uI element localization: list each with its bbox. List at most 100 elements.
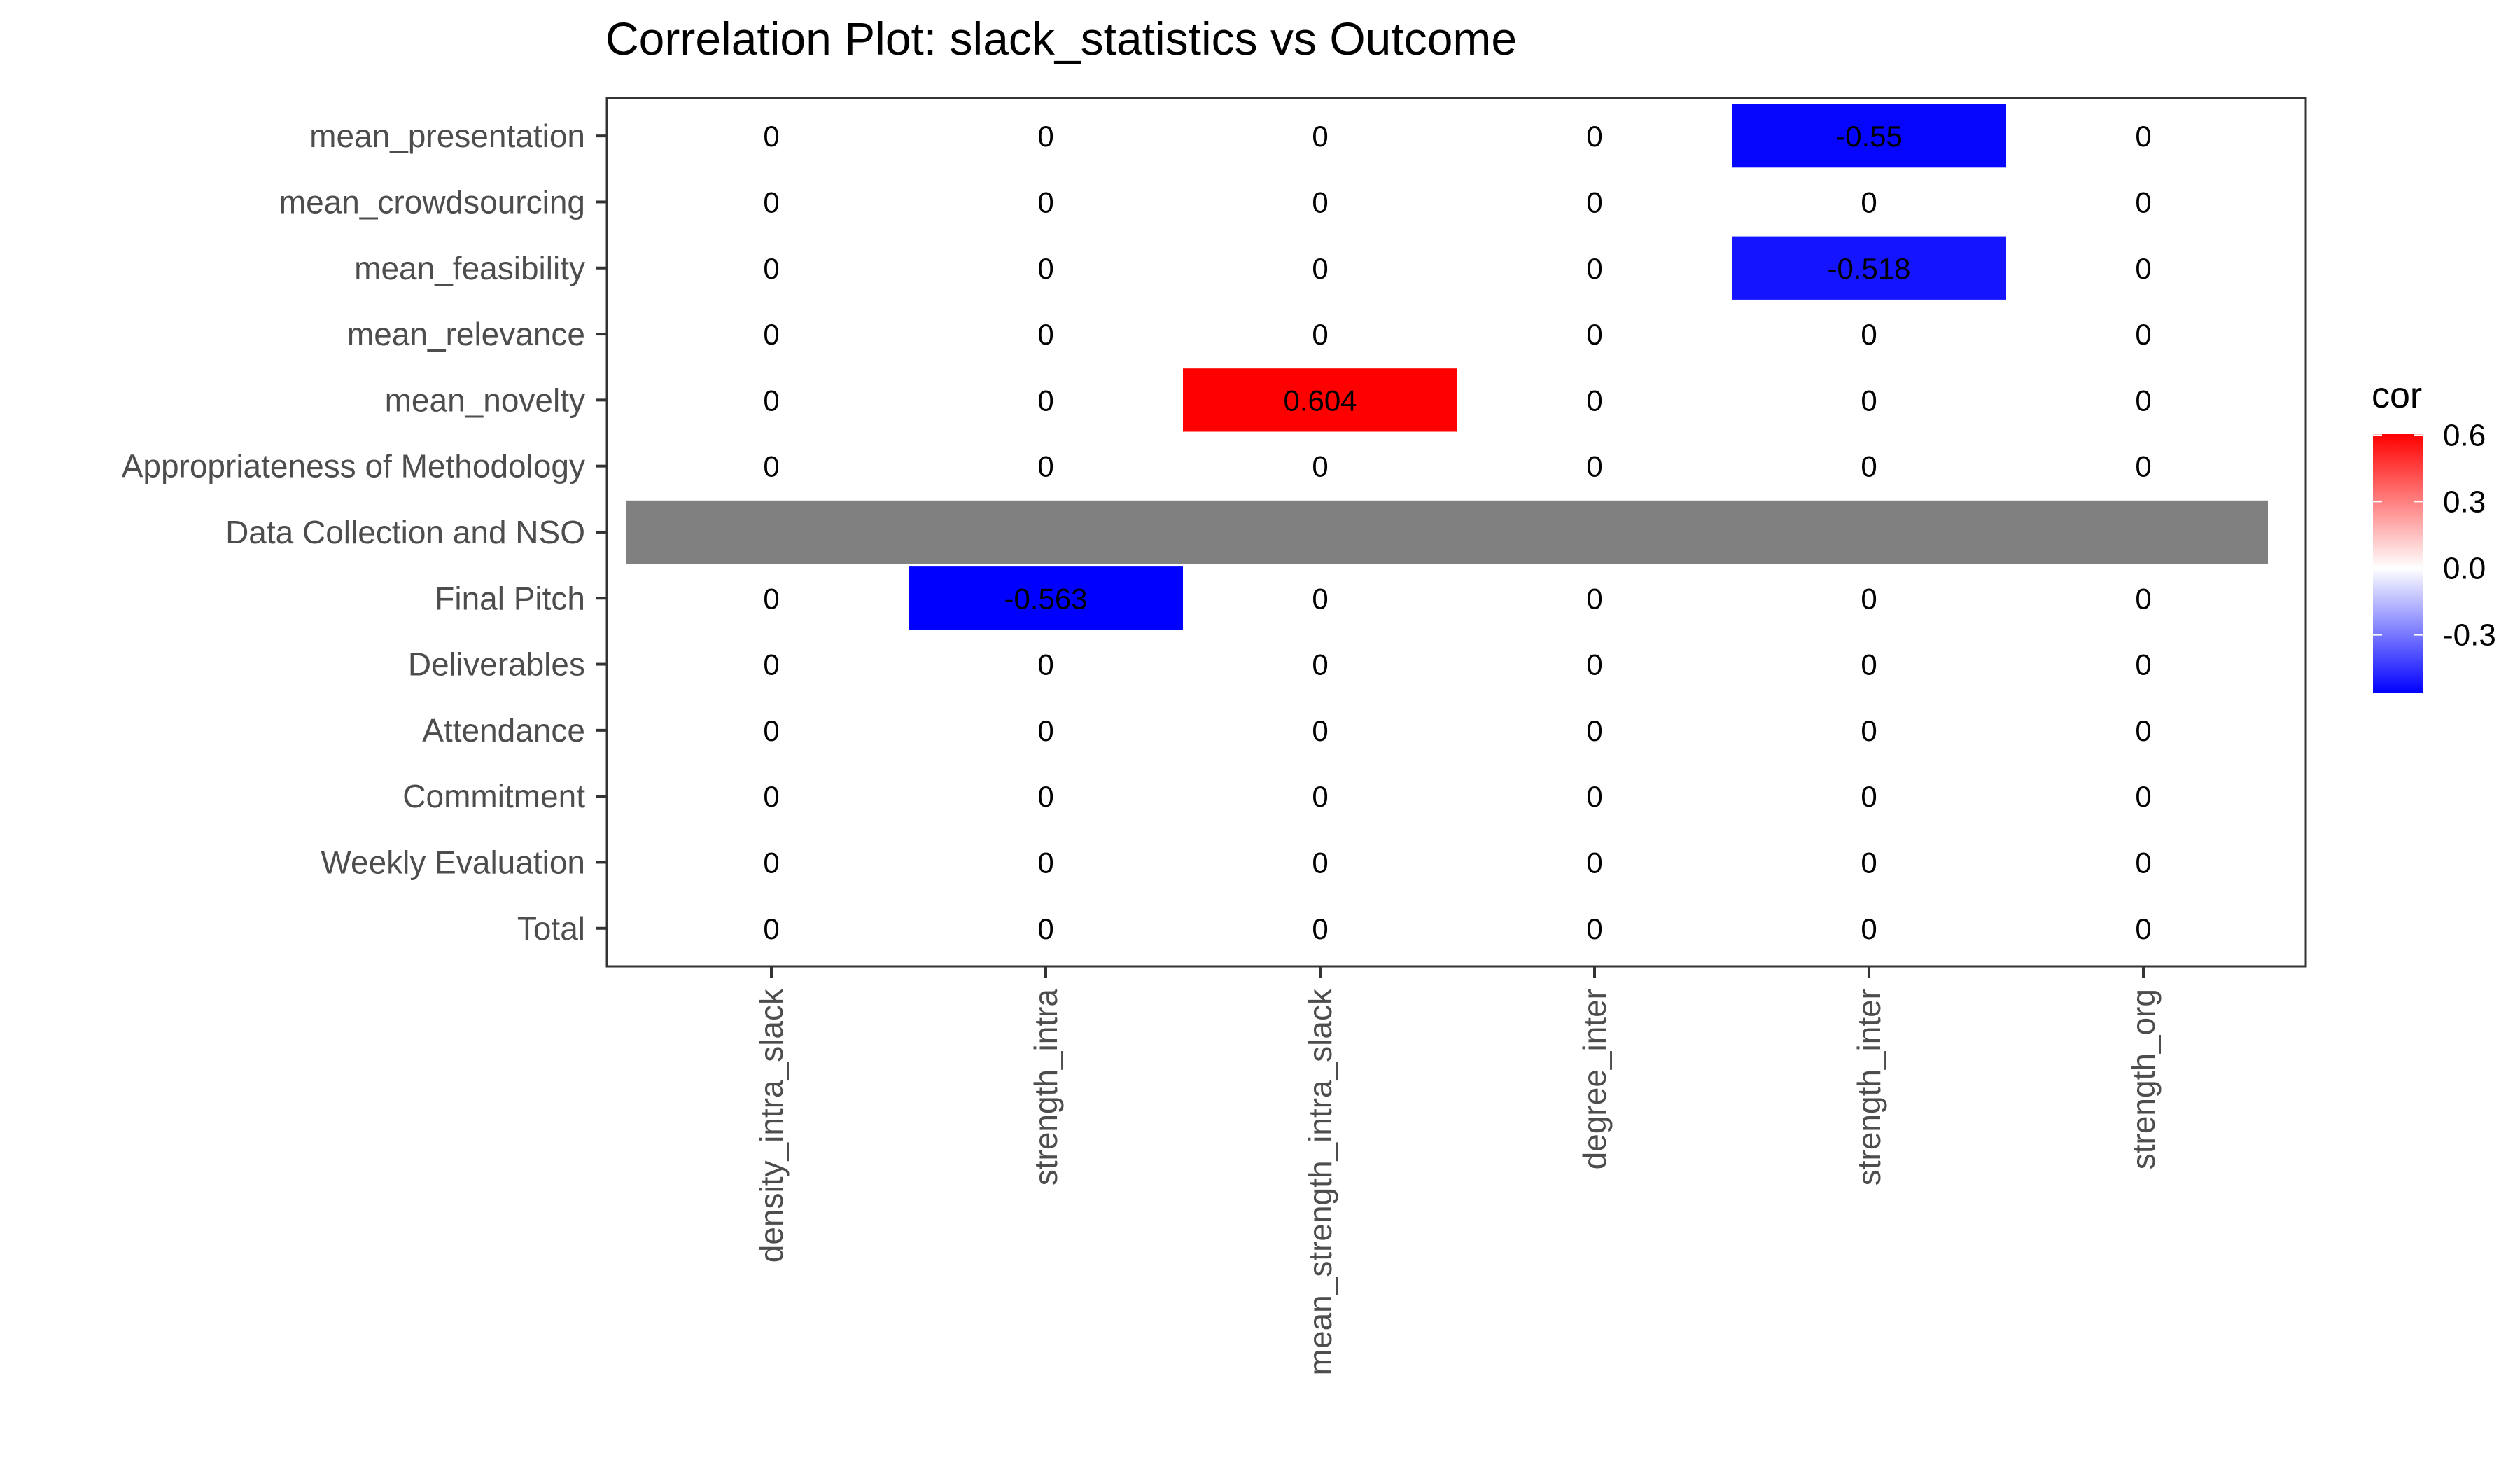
- cell-value-label: 0: [2135, 384, 2151, 417]
- cell-value-label: 0: [1586, 186, 1602, 218]
- cell-value-label: 0: [763, 318, 779, 351]
- cell-value-label: 0: [1586, 714, 1602, 747]
- legend-title: cor: [2372, 375, 2422, 416]
- legend: cor 0.6 0.3 0.0 -0.3: [2372, 375, 2496, 693]
- cell-value-label: 0: [1037, 912, 1054, 945]
- cell-value-label: 0: [1586, 780, 1602, 813]
- cell-value-label: 0: [763, 780, 779, 813]
- x-tick-label-strength-org: strength_org: [2125, 989, 2162, 1169]
- cell-value-label: 0: [2135, 318, 2151, 351]
- heatmap-cell-mean-feasibility-strength-inter: [1732, 236, 2006, 300]
- cell-value-label: 0: [763, 582, 779, 615]
- y-tick-label-data-collection-and-nso: Data Collection and NSO: [225, 514, 585, 550]
- y-tick-label-mean-novelty: mean_novelty: [385, 382, 585, 418]
- legend-tick-label: 0.6: [2443, 418, 2486, 452]
- cell-value-label: 0: [1312, 120, 1328, 153]
- y-tick-label-mean-crowdsourcing: mean_crowdsourcing: [279, 183, 585, 220]
- legend-tick-label: 0.0: [2443, 551, 2486, 585]
- cell-value-label: 0: [1861, 186, 1877, 218]
- cell-value-label: 0: [1312, 846, 1328, 879]
- chart-title: Correlation Plot: slack_statistics vs Ou…: [606, 13, 1517, 64]
- cell-value-label: 0: [763, 120, 779, 153]
- cell-value-label: 0: [763, 186, 779, 218]
- cell-value-label: 0: [1312, 780, 1328, 813]
- cell-value-label: 0: [763, 648, 779, 681]
- legend-colorbar: [2373, 434, 2423, 693]
- cell-value-label: 0: [2135, 120, 2151, 153]
- cell-value-label: 0: [1037, 450, 1054, 483]
- x-tick-label-mean-strength-intra-slack: mean_strength_intra_slack: [1302, 988, 1338, 1375]
- cell-value-label: 0: [2135, 846, 2151, 879]
- cell-value-label: 0: [1586, 252, 1602, 285]
- y-tick-label-attendance: Attendance: [422, 712, 585, 749]
- cell-value-label: 0: [2135, 186, 2151, 218]
- cell-value-label: 0: [1586, 318, 1602, 351]
- cell-value-label: 0: [1861, 912, 1877, 945]
- x-tick-label-density-intra-slack: density_intra_slack: [753, 988, 790, 1263]
- legend-tick-label: 0.3: [2443, 485, 2486, 519]
- x-tick-label-strength-inter: strength_inter: [1851, 989, 1887, 1186]
- cell-value-label: -0.563: [1004, 582, 1087, 615]
- cell-value-label: 0: [2135, 252, 2151, 285]
- cell-value-label: 0: [1586, 384, 1602, 417]
- heatmap-cell-mean-presentation-strength-inter: [1732, 104, 2006, 168]
- heatmap-cell-mean-novelty-mean-strength-intra-slack: [1183, 368, 1457, 432]
- legend-tick-label: -0.3: [2443, 618, 2496, 653]
- cell-value-label: 0: [1037, 714, 1054, 747]
- cell-value-label: 0: [1312, 318, 1328, 351]
- cell-value-label: 0: [1312, 714, 1328, 747]
- cell-value-label: 0: [1586, 648, 1602, 681]
- y-axis: mean_presentation mean_crowdsourcing mean_…: [122, 118, 607, 947]
- cell-value-label: 0: [763, 846, 779, 879]
- cell-value-label: 0: [2135, 582, 2151, 615]
- cell-value-label: 0: [2135, 780, 2151, 813]
- cell-value-label: 0: [2135, 648, 2151, 681]
- cell-value-label: 0: [1037, 384, 1054, 417]
- cell-value-label: 0: [763, 714, 779, 747]
- cell-value-label: 0: [1586, 582, 1602, 615]
- heatmap-cell-na-row-data-collection-and-nso: [626, 500, 2268, 564]
- y-tick-label-total: Total: [517, 910, 585, 947]
- cell-value-label: 0: [1861, 384, 1877, 417]
- cell-value-label: 0: [1861, 780, 1877, 813]
- cell-value-label: 0: [1861, 318, 1877, 351]
- cell-value-label: 0: [1037, 648, 1054, 681]
- cell-value-label: 0: [2135, 714, 2151, 747]
- cell-value-label: 0.604: [1283, 384, 1357, 417]
- cell-value-label: 0: [1037, 120, 1054, 153]
- x-tick-label-degree-inter: degree_inter: [1576, 989, 1613, 1169]
- cell-value-label: 0: [2135, 450, 2151, 483]
- cell-value-label: 0: [1037, 186, 1054, 218]
- cell-value-label: 0: [1037, 252, 1054, 285]
- heatmap-cell-final-pitch-strength-intra: [909, 566, 1183, 630]
- y-tick-label-final-pitch: Final Pitch: [435, 580, 585, 616]
- cell-value-label: 0: [1312, 648, 1328, 681]
- cell-value-label: 0: [763, 384, 779, 417]
- cell-value-label: 0: [1037, 780, 1054, 813]
- cell-value-label: 0: [1861, 846, 1877, 879]
- x-axis: density_intra_slack strength_intra mean_st…: [753, 966, 2162, 1375]
- cell-value-label: 0: [1586, 912, 1602, 945]
- cell-value-label: -0.55: [1835, 120, 1903, 153]
- cell-value-label: 0: [763, 450, 779, 483]
- y-tick-label-deliverables: Deliverables: [408, 646, 585, 683]
- cell-value-label: 0: [763, 252, 779, 285]
- cell-value-label: 0: [2135, 912, 2151, 945]
- cell-value-label: 0: [1312, 582, 1328, 615]
- cell-value-label: 0: [1312, 186, 1328, 218]
- cell-value-label: 0: [1586, 120, 1602, 153]
- y-tick-label-mean-presentation: mean_presentation: [309, 118, 585, 154]
- x-tick-label-strength-intra: strength_intra: [1028, 989, 1064, 1186]
- cell-value-label: 0: [1037, 318, 1054, 351]
- heatmap-cells: [626, 104, 2268, 630]
- cell-value-label: -0.518: [1827, 252, 1910, 285]
- cell-value-label: 0: [1861, 450, 1877, 483]
- y-tick-label-mean-feasibility: mean_feasibility: [354, 250, 585, 286]
- cell-value-label: 0: [1586, 846, 1602, 879]
- y-tick-label-commitment: Commitment: [402, 778, 585, 814]
- cell-value-label: 0: [1312, 450, 1328, 483]
- y-tick-label-mean-relevance: mean_relevance: [347, 316, 585, 352]
- cell-value-label: 0: [1037, 846, 1054, 879]
